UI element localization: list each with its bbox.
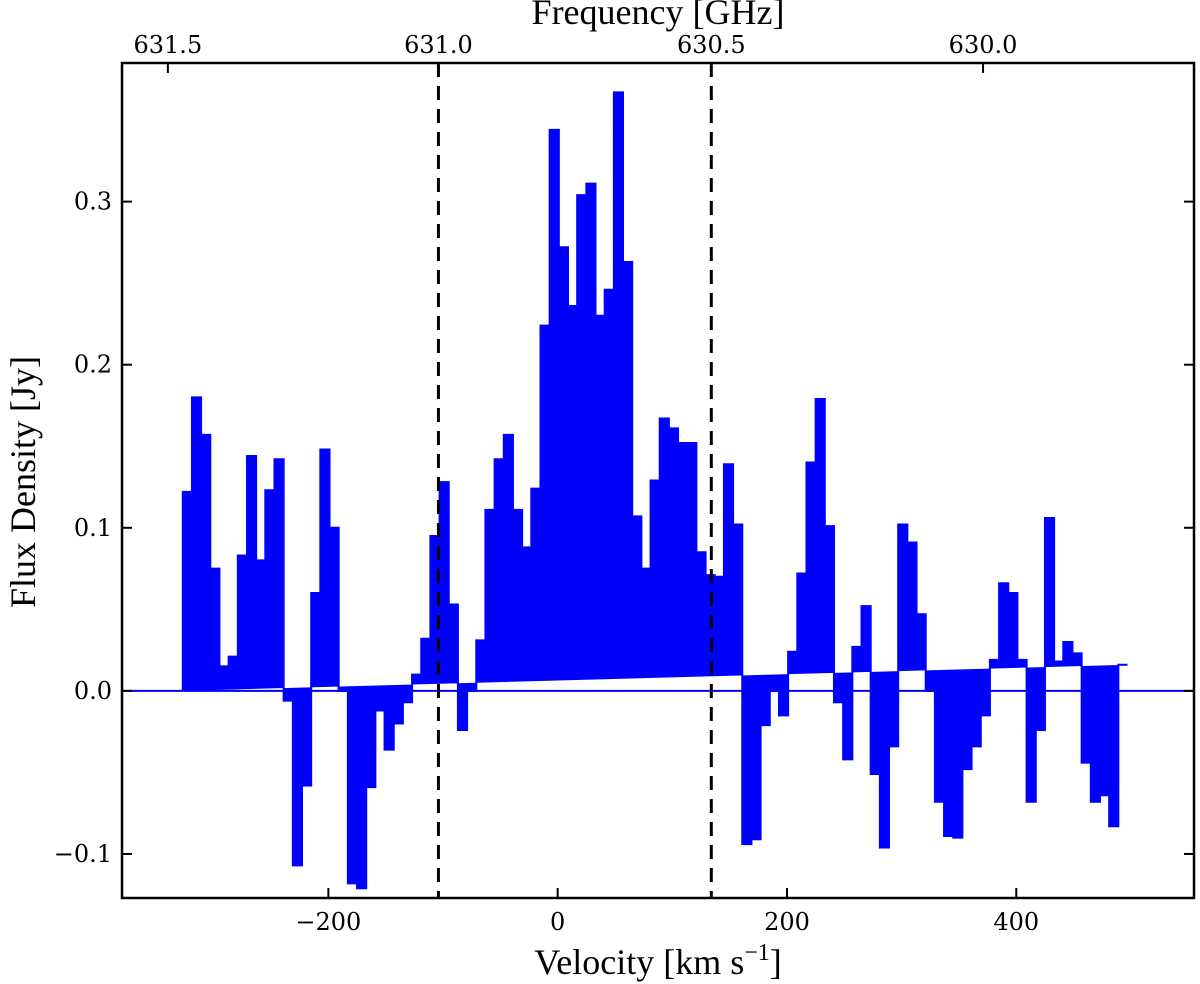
y-tick-label: 0.1 [74,514,112,542]
top-x-tick-label: 630.0 [949,31,1018,59]
x-tick-label: 400 [993,908,1039,936]
bottom-x-axis-label: Velocity [km s−1] [534,940,782,982]
axis-ticks [122,63,1194,898]
y-tick-label: 0.0 [74,677,112,705]
y-tick-label: 0.3 [74,188,112,216]
axis-tick-labels: −200 0 200 400 −0.1 0.0 0.1 0.2 0.3 631.5 631.0 630… [54,31,1039,936]
top-x-axis-label: Frequency [GHz] [532,0,785,32]
velocity-range-lines [436,63,713,898]
top-x-tick-label: 631.5 [134,31,203,59]
plot-area [122,63,1194,898]
top-x-tick-label: 630.5 [677,31,746,59]
top-x-tick-label: 631.0 [404,31,473,59]
x-axis-label-superscript: −1 [744,940,770,966]
x-tick-label: 0 [550,908,565,936]
spectrum-step-fill [181,91,1128,890]
plot-frame [120,61,1196,900]
x-tick-label: 200 [764,908,810,936]
x-tick-label: −200 [295,908,361,936]
y-axis-label: Flux Density [Jy] [3,356,43,608]
y-tick-label: −0.1 [54,840,112,868]
y-tick-label: 0.2 [74,351,112,379]
